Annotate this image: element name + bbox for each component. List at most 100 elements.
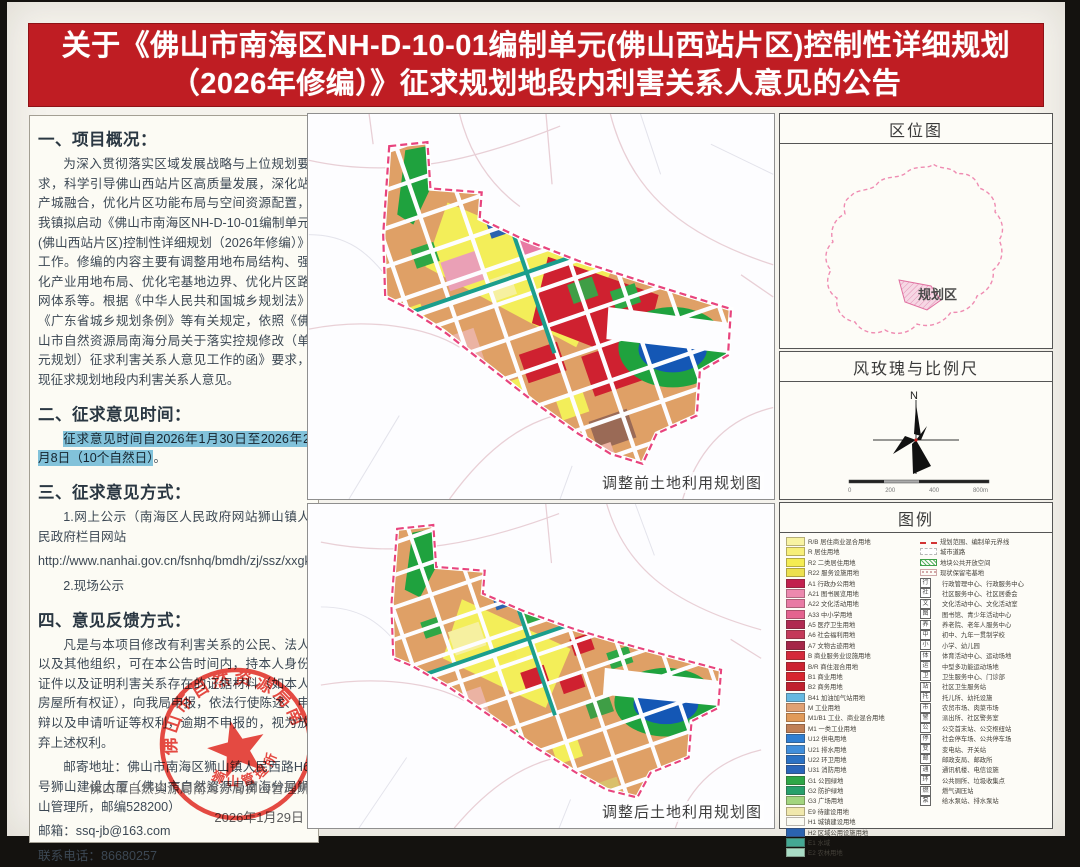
legend-swatch (786, 848, 805, 858)
windrose-graphic (848, 400, 990, 484)
legend-item-label: H2 区域公用设施用地 (808, 829, 869, 837)
legend-item-label: 社区服务中心、社区居委会 (942, 590, 1018, 598)
legend-item-label: 城市道路 (940, 549, 966, 557)
legend-item-label: R2 二类居住用地 (808, 559, 856, 567)
highlighted-days-text: （10个自然日） (70, 450, 154, 467)
legend-item-label: M 工业用地 (808, 705, 841, 713)
legend-swatch (786, 661, 805, 671)
legend-facility-icon: 警 (920, 712, 931, 723)
legend-swatch (786, 651, 805, 661)
legend-item: U31 消防用地 (786, 765, 916, 775)
legend-item: G3 广场用地 (786, 796, 916, 806)
legend-item-label: H1 城镇建设用地 (808, 819, 856, 827)
land-use-map-after-graphic (320, 504, 762, 828)
legend-item: E1 水域 (786, 837, 916, 847)
legend-item: G1 公园绿地 (786, 775, 916, 785)
legend-symbol-dash-red (920, 542, 937, 545)
legend-item-label: B 商业服务业设施用地 (808, 653, 871, 661)
scale-bar-ticks: 0 200 400 800m (848, 488, 988, 494)
legend-facility-icon: 文 (920, 598, 931, 609)
section1-heading: 一、项目概况： (38, 131, 157, 149)
legend-item: 托 托儿所、幼托设施 (920, 692, 1050, 703)
legend-item: R 居住用地 (786, 547, 916, 557)
legend-item-label: 小学、幼儿园 (942, 642, 980, 650)
legend-item-label: 变电站、开关站 (942, 746, 987, 754)
legend-swatch (786, 703, 805, 713)
legend-item-label: A6 社会福利用地 (808, 632, 856, 640)
legend-item-label: U21 排水用地 (808, 746, 847, 754)
legend-item-label: U31 消防用地 (808, 767, 847, 775)
legend-item: A5 医疗卫生用地 (786, 620, 916, 630)
legend-item-label: R 居住用地 (808, 549, 840, 557)
legend-item-label: B2 商务用地 (808, 684, 843, 692)
title-line-2: （2026年修编）》征求规划地段内利害关系人意见的公告 (170, 68, 902, 100)
legend-item-label: B1 商业用地 (808, 673, 843, 681)
legend-item: 文 文化活动中心、文化活动室 (920, 598, 1050, 609)
legend-item: G2 防护绿地 (786, 786, 916, 796)
legend-item: 市 农贸市场、肉菜市场 (920, 702, 1050, 713)
section4-body: 凡是与本项目修改有利害关系的公民、法人以及其他组织，可在本公告时间内，持本人身份… (38, 637, 310, 750)
legend-item-label: 行政管理中心、行政服务中心 (942, 580, 1024, 588)
legend-item-label: G1 公园绿地 (808, 777, 844, 785)
scale-tick-label: 800m (972, 488, 988, 494)
legend-facility-icon: 运 (920, 661, 931, 672)
legend-item: H2 区域公用设施用地 (786, 827, 916, 837)
legend-facility-icon: 行 (920, 578, 931, 589)
legend-swatch (786, 734, 805, 744)
publicity-url: http://www.nanhai.gov.cn/fsnhq/bmdh/zj/s… (38, 554, 332, 569)
legend-item: 泵 给水泵站、排水泵站 (920, 795, 1050, 806)
legend-item-label: 燃气调压站 (942, 788, 974, 796)
legend-item: 变 变电站、开关站 (920, 744, 1050, 755)
legend-facility-icon: 停 (920, 733, 931, 744)
legend-item: E2 农林用地 (786, 848, 916, 858)
legend-swatch (786, 796, 805, 806)
legend-item-label: 养老院、老年人服务中心 (942, 622, 1012, 630)
legend-item-label: 中型多功能运动场地 (942, 663, 999, 671)
legend-item: A1 行政办公用地 (786, 578, 916, 588)
legend-swatch (786, 609, 805, 619)
legend-swatch (786, 817, 805, 827)
legend-item-label: G3 广场用地 (808, 798, 844, 806)
legend-item: B1 商业用地 (786, 671, 916, 681)
legend-item: A33 中小学用地 (786, 609, 916, 619)
legend-swatch (786, 692, 805, 702)
legend-item: 图 图书馆、青少年活动中心 (920, 609, 1050, 620)
legend-item: U21 排水用地 (786, 744, 916, 754)
map-after-caption: 调整后土地利用规划图 (599, 801, 764, 822)
planning-area-label: 规划区 (918, 287, 958, 302)
legend-item: 小 小学、幼儿园 (920, 640, 1050, 651)
legend-item: 站 社区卫生服务站 (920, 681, 1050, 692)
legend-header: 图例 (780, 503, 1052, 533)
north-label: N (910, 390, 918, 402)
legend-item: 体 体育活动中心、运动场地 (920, 650, 1050, 661)
legend-swatch (786, 806, 805, 816)
legend-facility-icon: 图 (920, 609, 931, 620)
legend-facility-icon: 邮 (920, 754, 931, 765)
issuing-org: 佛山市自然资源局南海分局狮山管理所 (88, 782, 310, 796)
legend-item-label: M1/B1 工业、商业混合用地 (808, 715, 885, 723)
legend-facility-icon: 养 (920, 619, 931, 630)
legend-swatch (786, 557, 805, 567)
legend-swatch (786, 599, 805, 609)
legend-item-label: A22 文化活动用地 (808, 601, 859, 609)
legend-facility-icon: 变 (920, 744, 931, 755)
windrose-section: 风玫瑰与比例尺 (779, 351, 1053, 500)
land-use-map-before: 调整前土地利用规划图 (307, 113, 775, 500)
location-map-header: 区位图 (780, 114, 1052, 144)
legend-facility-icon: 环 (920, 775, 931, 786)
legend-item: A22 文化活动用地 (786, 599, 916, 609)
legend-swatch (786, 547, 805, 557)
section3-item1: 1.网上公示（南海区人民政府网站狮山镇人民政府栏目网站 (38, 509, 310, 544)
legend-facility-icon: 社 (920, 588, 931, 599)
legend-facility-icon: 托 (920, 692, 931, 703)
legend-symbol-circles (920, 569, 937, 577)
legend-swatch (786, 837, 805, 847)
legend-facility-icon: 站 (920, 681, 931, 692)
legend-facility-icon: 卫 (920, 671, 931, 682)
legend-swatch (786, 682, 805, 692)
legend-item: A6 社会福利用地 (786, 630, 916, 640)
legend-symbol-road (920, 548, 937, 556)
legend-facility-icon: 体 (920, 650, 931, 661)
legend-item-label: E1 水域 (808, 839, 831, 847)
legend-left-column: R/B 居住商业混合用地 R 居住用地 R2 二类居住用地 R22 服务设施用地 A1 … (786, 537, 916, 858)
